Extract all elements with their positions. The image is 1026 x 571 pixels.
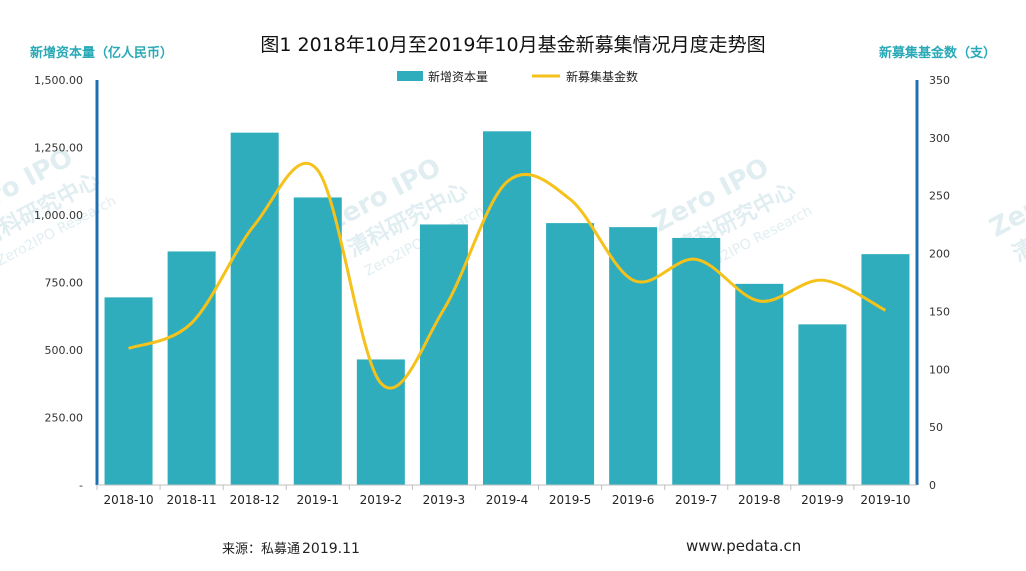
x-tick-label-2018-12: 2018-12 [230,493,280,507]
left-axis-title: 新增资本量（亿人民币） [30,46,174,61]
left-tick-label: 500.00 [45,344,84,357]
x-tick-label-2019-9: 2019-9 [801,493,844,507]
x-tick-label-2019-2: 2019-2 [360,493,403,507]
legend-bar-swatch [397,71,423,81]
x-tick-label-2019-8: 2019-8 [738,493,781,507]
source-note: 来源：私募通 2019.11 [222,538,360,557]
legend: 新增资本量 新募集基金数 [397,69,638,84]
x-tick-label-2019-6: 2019-6 [612,493,655,507]
bar-2019-3 [419,224,468,485]
right-tick-label: 250 [929,190,950,203]
bar-2019-7 [672,237,721,485]
left-tick-label: 1,000.00 [34,209,83,222]
chart-title: 图1 2018年10月至2019年10月基金新募集情况月度走势图 [260,34,766,56]
bar-2019-5 [546,223,595,485]
bar-2019-6 [609,227,658,485]
x-tick-label-2018-10: 2018-10 [103,493,153,507]
x-tick-label-2018-11: 2018-11 [167,493,217,507]
website-url[interactable]: www.pedata.cn [686,537,802,555]
bar-2019-2 [356,359,405,485]
right-tick-label: 350 [929,74,950,87]
bar-2019-1 [293,197,342,485]
left-tick-label: 1,250.00 [34,142,83,155]
right-tick-label: 200 [929,248,950,261]
bar-2018-10 [104,297,153,485]
left-tick-label: 1,500.00 [34,74,83,87]
right-tick-label: 150 [929,305,950,318]
left-tick-label: 250.00 [45,412,84,425]
bar-2019-8 [735,283,784,485]
right-tick-label: 0 [929,479,936,492]
x-tick-label-2019-4: 2019-4 [486,493,529,507]
line-series [127,161,887,390]
x-tick-label-2019-7: 2019-7 [675,493,718,507]
right-tick-label: 50 [929,421,943,434]
legend-line-label: 新募集基金数 [566,69,638,84]
x-tick-label-2019-3: 2019-3 [423,493,466,507]
watermark-brand: Zero IPO [985,157,1026,243]
bar-2019-10 [861,254,910,485]
right-tick-label: 100 [929,363,950,376]
right-axis-title: 新募集基金数（支） [878,46,996,61]
bar-2019-4 [483,131,531,486]
bar-2019-9 [798,324,847,485]
x-tick-label-2019-5: 2019-5 [549,493,592,507]
axes: - 250.00 500.00 750.00 1,000.00 1,250.00 1,500… [34,74,950,507]
line-fund-count [127,161,887,390]
legend-bar-label: 新增资本量 [428,69,488,84]
source-year: 2019.11 [302,541,360,557]
bar-series [104,131,910,486]
bar-2018-12 [230,132,279,485]
x-tick-label-2019-10: 2019-10 [860,493,910,507]
left-tick-label: 750.00 [45,277,84,290]
right-tick-label: 300 [929,132,950,145]
x-tick-label-2019-1: 2019-1 [297,493,340,507]
bar-2018-11 [167,251,216,485]
source-label: 来源：私募通 [222,542,301,557]
left-tick-label: - [79,479,83,492]
